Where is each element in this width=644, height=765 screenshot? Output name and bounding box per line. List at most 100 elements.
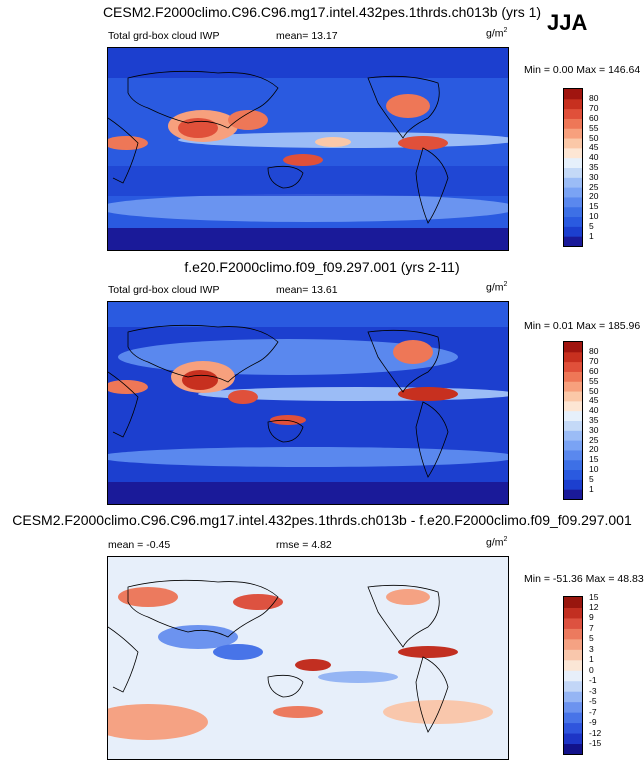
colorbar-tick-label: 12 bbox=[589, 601, 599, 612]
panel1-colorbar-svg bbox=[564, 89, 582, 247]
colorbar-swatch bbox=[564, 670, 582, 682]
colorbar-swatch bbox=[564, 381, 582, 392]
colorbar-swatch bbox=[564, 167, 582, 178]
colorbar-swatch bbox=[564, 691, 582, 703]
panel2-mean-value: 13.61 bbox=[311, 284, 338, 296]
colorbar-swatch bbox=[564, 628, 582, 640]
p3-maritime-neg bbox=[213, 644, 263, 660]
colorbar-swatch bbox=[564, 420, 582, 431]
colorbar-tick-label: -5 bbox=[589, 696, 597, 707]
panel1-max-label: Max = bbox=[576, 64, 606, 76]
panel3-map bbox=[107, 556, 509, 760]
p1-se-asia bbox=[228, 110, 268, 130]
panel2-map bbox=[107, 301, 509, 505]
panel1-mean-label: mean= bbox=[276, 30, 309, 42]
colorbar-tick-label: 45 bbox=[589, 142, 599, 153]
colorbar-tick-label: 15 bbox=[589, 591, 599, 602]
colorbar-tick-label: 3 bbox=[589, 643, 594, 654]
colorbar-swatch bbox=[564, 236, 582, 247]
p3-central-am-pos bbox=[398, 646, 458, 658]
panel1-map bbox=[107, 47, 509, 251]
colorbar-swatch bbox=[564, 177, 582, 188]
panel2-minmax: Min = 0.01 Max = 185.96 bbox=[524, 320, 640, 332]
colorbar-swatch bbox=[564, 351, 582, 363]
panel3-colorbar-svg bbox=[564, 597, 582, 755]
season-label: JJA bbox=[547, 10, 588, 35]
colorbar-tick-label: 15 bbox=[589, 201, 599, 212]
panel3-colorbar bbox=[563, 596, 583, 755]
colorbar-swatch bbox=[564, 459, 582, 471]
colorbar-tick-label: 50 bbox=[589, 385, 599, 396]
panel2-variable: Total grd-box cloud IWP bbox=[108, 284, 220, 296]
panel2-min-label: Min = bbox=[524, 320, 550, 332]
colorbar-swatch bbox=[564, 128, 582, 139]
p3-asia-pos bbox=[233, 594, 283, 610]
p3-europe-pos bbox=[118, 587, 178, 607]
p3-india-neg bbox=[158, 625, 238, 649]
panel3-title: CESM2.F2000climo.C96.C96.mg17.intel.432p… bbox=[12, 512, 632, 528]
p1-north-band bbox=[108, 48, 508, 78]
colorbar-swatch bbox=[564, 226, 582, 237]
colorbar-tick-label: 9 bbox=[589, 612, 594, 623]
panel2-colorbar-svg bbox=[564, 342, 582, 500]
p3-n-america-pos bbox=[386, 589, 430, 605]
panel2-title: f.e20.F2000climo.f09_f09.297.001 (yrs 2-… bbox=[184, 259, 460, 275]
colorbar-tick-label: 1 bbox=[589, 483, 594, 494]
colorbar-tick-label: 60 bbox=[589, 365, 599, 376]
p3-pacific-pos bbox=[295, 659, 331, 671]
p2-africa bbox=[108, 380, 148, 394]
p3-sw-positive bbox=[108, 704, 208, 740]
colorbar-swatch bbox=[564, 391, 582, 402]
colorbar-tick-label: 5 bbox=[589, 633, 594, 644]
colorbar-tick-label: 35 bbox=[589, 415, 599, 425]
colorbar-tick-label: -3 bbox=[589, 685, 597, 696]
colorbar-tick-label: 10 bbox=[589, 464, 599, 475]
p2-india-core bbox=[182, 370, 218, 390]
p1-india-core bbox=[178, 118, 218, 138]
panel1-units-exp: 2 bbox=[503, 27, 508, 34]
p2-south-band bbox=[108, 482, 508, 504]
panel2-mean: mean= 13.61 bbox=[276, 284, 338, 296]
colorbar-swatch bbox=[564, 410, 582, 421]
colorbar-tick-label: 5 bbox=[589, 220, 594, 231]
colorbar-swatch bbox=[564, 98, 582, 110]
panel2-map-svg bbox=[108, 302, 508, 504]
colorbar-tick-label: -1 bbox=[589, 675, 597, 686]
panel2-max-label: Max = bbox=[576, 320, 606, 332]
p1-storm-track bbox=[108, 194, 508, 222]
p1-africa bbox=[108, 136, 148, 150]
colorbar-tick-label: 55 bbox=[589, 375, 599, 386]
colorbar-swatch bbox=[564, 733, 582, 745]
panel3-mean: mean = -0.45 bbox=[108, 539, 170, 551]
colorbar-swatch bbox=[564, 449, 582, 461]
panel2-units-exp: 2 bbox=[503, 281, 508, 288]
colorbar-swatch bbox=[564, 649, 582, 661]
colorbar-tick-label: 20 bbox=[589, 191, 599, 202]
p1-coastlines bbox=[108, 70, 449, 224]
colorbar-tick-label: 10 bbox=[589, 211, 599, 222]
panel1-units: g/m2 bbox=[486, 27, 507, 40]
panel3-units: g/m2 bbox=[486, 536, 507, 549]
p2-north-band bbox=[108, 302, 508, 327]
p1-subtropics bbox=[108, 166, 508, 196]
panel3-units-base: g/m bbox=[486, 536, 504, 549]
colorbar-tick-label: 55 bbox=[589, 122, 599, 133]
colorbar-tick-label: 35 bbox=[589, 162, 599, 172]
colorbar-tick-label: 1 bbox=[589, 654, 594, 665]
colorbar-swatch bbox=[564, 157, 582, 168]
panel2-colorbar bbox=[563, 341, 583, 500]
colorbar-swatch bbox=[564, 196, 582, 208]
p2-maritime bbox=[228, 390, 258, 404]
colorbar-swatch bbox=[564, 607, 582, 619]
panel3-min-value: -51.36 bbox=[552, 573, 583, 585]
p1-south-band bbox=[108, 228, 508, 250]
colorbar-swatch bbox=[564, 108, 582, 119]
panel1-variable: Total grd-box cloud IWP bbox=[108, 30, 220, 42]
panel2-map-bg bbox=[108, 302, 508, 504]
colorbar-tick-label: 20 bbox=[589, 444, 599, 455]
panel2-units-base: g/m bbox=[486, 281, 504, 294]
p3-se-positive bbox=[383, 700, 493, 724]
colorbar-tick-label: 50 bbox=[589, 132, 599, 143]
colorbar-swatch bbox=[564, 138, 582, 149]
colorbar-swatch bbox=[564, 712, 582, 724]
